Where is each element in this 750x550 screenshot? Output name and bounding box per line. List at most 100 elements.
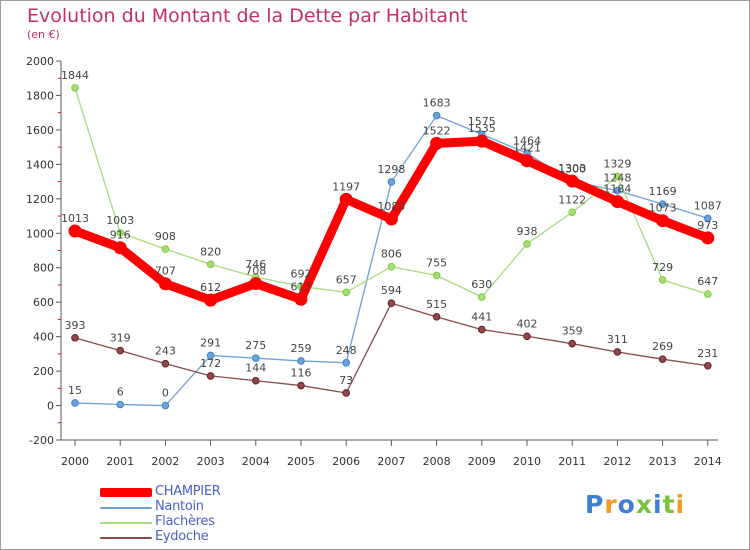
- logo-letter: t: [662, 490, 676, 519]
- data-point: [252, 354, 260, 362]
- data-label: 973: [697, 219, 718, 232]
- data-point: [116, 228, 124, 237]
- data-point: [161, 245, 170, 253]
- y-tick-label: 2000: [26, 55, 54, 68]
- data-point: [249, 277, 263, 291]
- data-label: 291: [200, 336, 221, 349]
- logo-letter: i: [653, 490, 663, 519]
- y-tick-label: 1600: [26, 124, 54, 137]
- data-point: [568, 339, 577, 348]
- data-point: [116, 400, 124, 409]
- data-point: [206, 260, 215, 269]
- data-point: [430, 136, 444, 150]
- logo-letter: i: [675, 490, 686, 519]
- legend-swatch: [100, 488, 152, 497]
- data-point: [704, 361, 712, 370]
- y-tick-label: 1400: [26, 158, 54, 171]
- data-label: 1329: [603, 158, 631, 171]
- data-label: 319: [110, 332, 131, 345]
- data-point: [161, 359, 170, 368]
- data-label: 1298: [377, 163, 405, 176]
- data-point: [71, 334, 79, 342]
- data-label: 73: [339, 374, 353, 387]
- x-tick-label: 2006: [332, 455, 360, 468]
- data-point: [387, 262, 396, 271]
- data-point: [701, 231, 715, 245]
- data-label: 647: [697, 275, 718, 288]
- data-label: 1421: [513, 142, 541, 155]
- y-tick-label: 400: [33, 331, 54, 344]
- x-tick-label: 2002: [151, 455, 179, 468]
- data-label: 708: [245, 265, 266, 278]
- data-point: [294, 292, 308, 306]
- data-point: [656, 214, 670, 228]
- y-tick-label: 1000: [26, 227, 54, 240]
- data-point: [116, 346, 124, 355]
- y-tick-label: 1800: [26, 89, 54, 102]
- x-tick-label: 2014: [694, 455, 722, 468]
- data-label: 657: [336, 273, 357, 286]
- data-label: 231: [697, 347, 718, 360]
- y-tick-label: 1200: [26, 193, 54, 206]
- data-point: [384, 212, 398, 226]
- data-point: [342, 389, 351, 397]
- y-tick-label: 800: [33, 262, 54, 275]
- legend-label: Eydoche: [155, 529, 209, 544]
- data-point: [478, 293, 486, 301]
- data-label: 1303: [558, 162, 586, 175]
- data-point: [206, 351, 215, 360]
- data-point: [206, 372, 215, 380]
- legend-label: CHAMPIER: [155, 484, 221, 499]
- data-label: 359: [562, 325, 583, 338]
- data-point: [613, 348, 622, 356]
- data-point: [704, 290, 712, 298]
- data-point: [613, 186, 622, 195]
- x-tick-label: 2000: [61, 455, 89, 468]
- data-label: 248: [336, 344, 357, 357]
- data-point: [658, 276, 667, 284]
- data-label: 1535: [468, 122, 496, 135]
- y-tick-label: -200: [29, 434, 54, 447]
- data-label: 144: [245, 362, 266, 375]
- data-point: [658, 355, 667, 364]
- logo-letter: o: [617, 490, 636, 519]
- chart-legend: CHAMPIER Nantoin Flachères Eydoche: [100, 484, 300, 546]
- data-label: 1003: [106, 214, 134, 227]
- x-tick-label: 2009: [468, 455, 496, 468]
- proxiti-logo: Proxiti: [585, 490, 685, 519]
- data-label: 707: [155, 265, 176, 278]
- data-point: [432, 111, 441, 120]
- data-point: [297, 381, 305, 390]
- data-label: 311: [607, 333, 628, 346]
- data-label: 729: [652, 261, 673, 274]
- data-point: [297, 357, 305, 365]
- data-label: 617: [291, 280, 312, 293]
- data-point: [432, 271, 441, 280]
- data-label: 908: [155, 230, 176, 243]
- x-tick-label: 2007: [377, 455, 405, 468]
- data-point: [658, 200, 667, 208]
- y-tick-label: 0: [47, 400, 54, 413]
- data-label: 402: [517, 317, 538, 330]
- data-label: 1083: [377, 200, 405, 213]
- data-label: 0: [162, 387, 169, 400]
- data-point: [565, 174, 579, 188]
- legend-label: Flachères: [155, 514, 215, 529]
- data-point: [613, 172, 622, 181]
- legend-swatch: [100, 507, 152, 509]
- data-label: 172: [200, 357, 221, 370]
- data-point: [387, 178, 396, 186]
- data-label: 1575: [468, 115, 496, 128]
- data-label: 1683: [423, 97, 451, 110]
- x-tick-label: 2013: [649, 455, 677, 468]
- data-point: [342, 288, 351, 297]
- data-point: [339, 192, 353, 206]
- data-point: [478, 325, 486, 334]
- data-point: [432, 313, 441, 321]
- data-point: [113, 241, 127, 255]
- data-label: 15: [68, 384, 82, 397]
- y-tick-label: 600: [33, 296, 54, 309]
- data-point: [158, 277, 172, 291]
